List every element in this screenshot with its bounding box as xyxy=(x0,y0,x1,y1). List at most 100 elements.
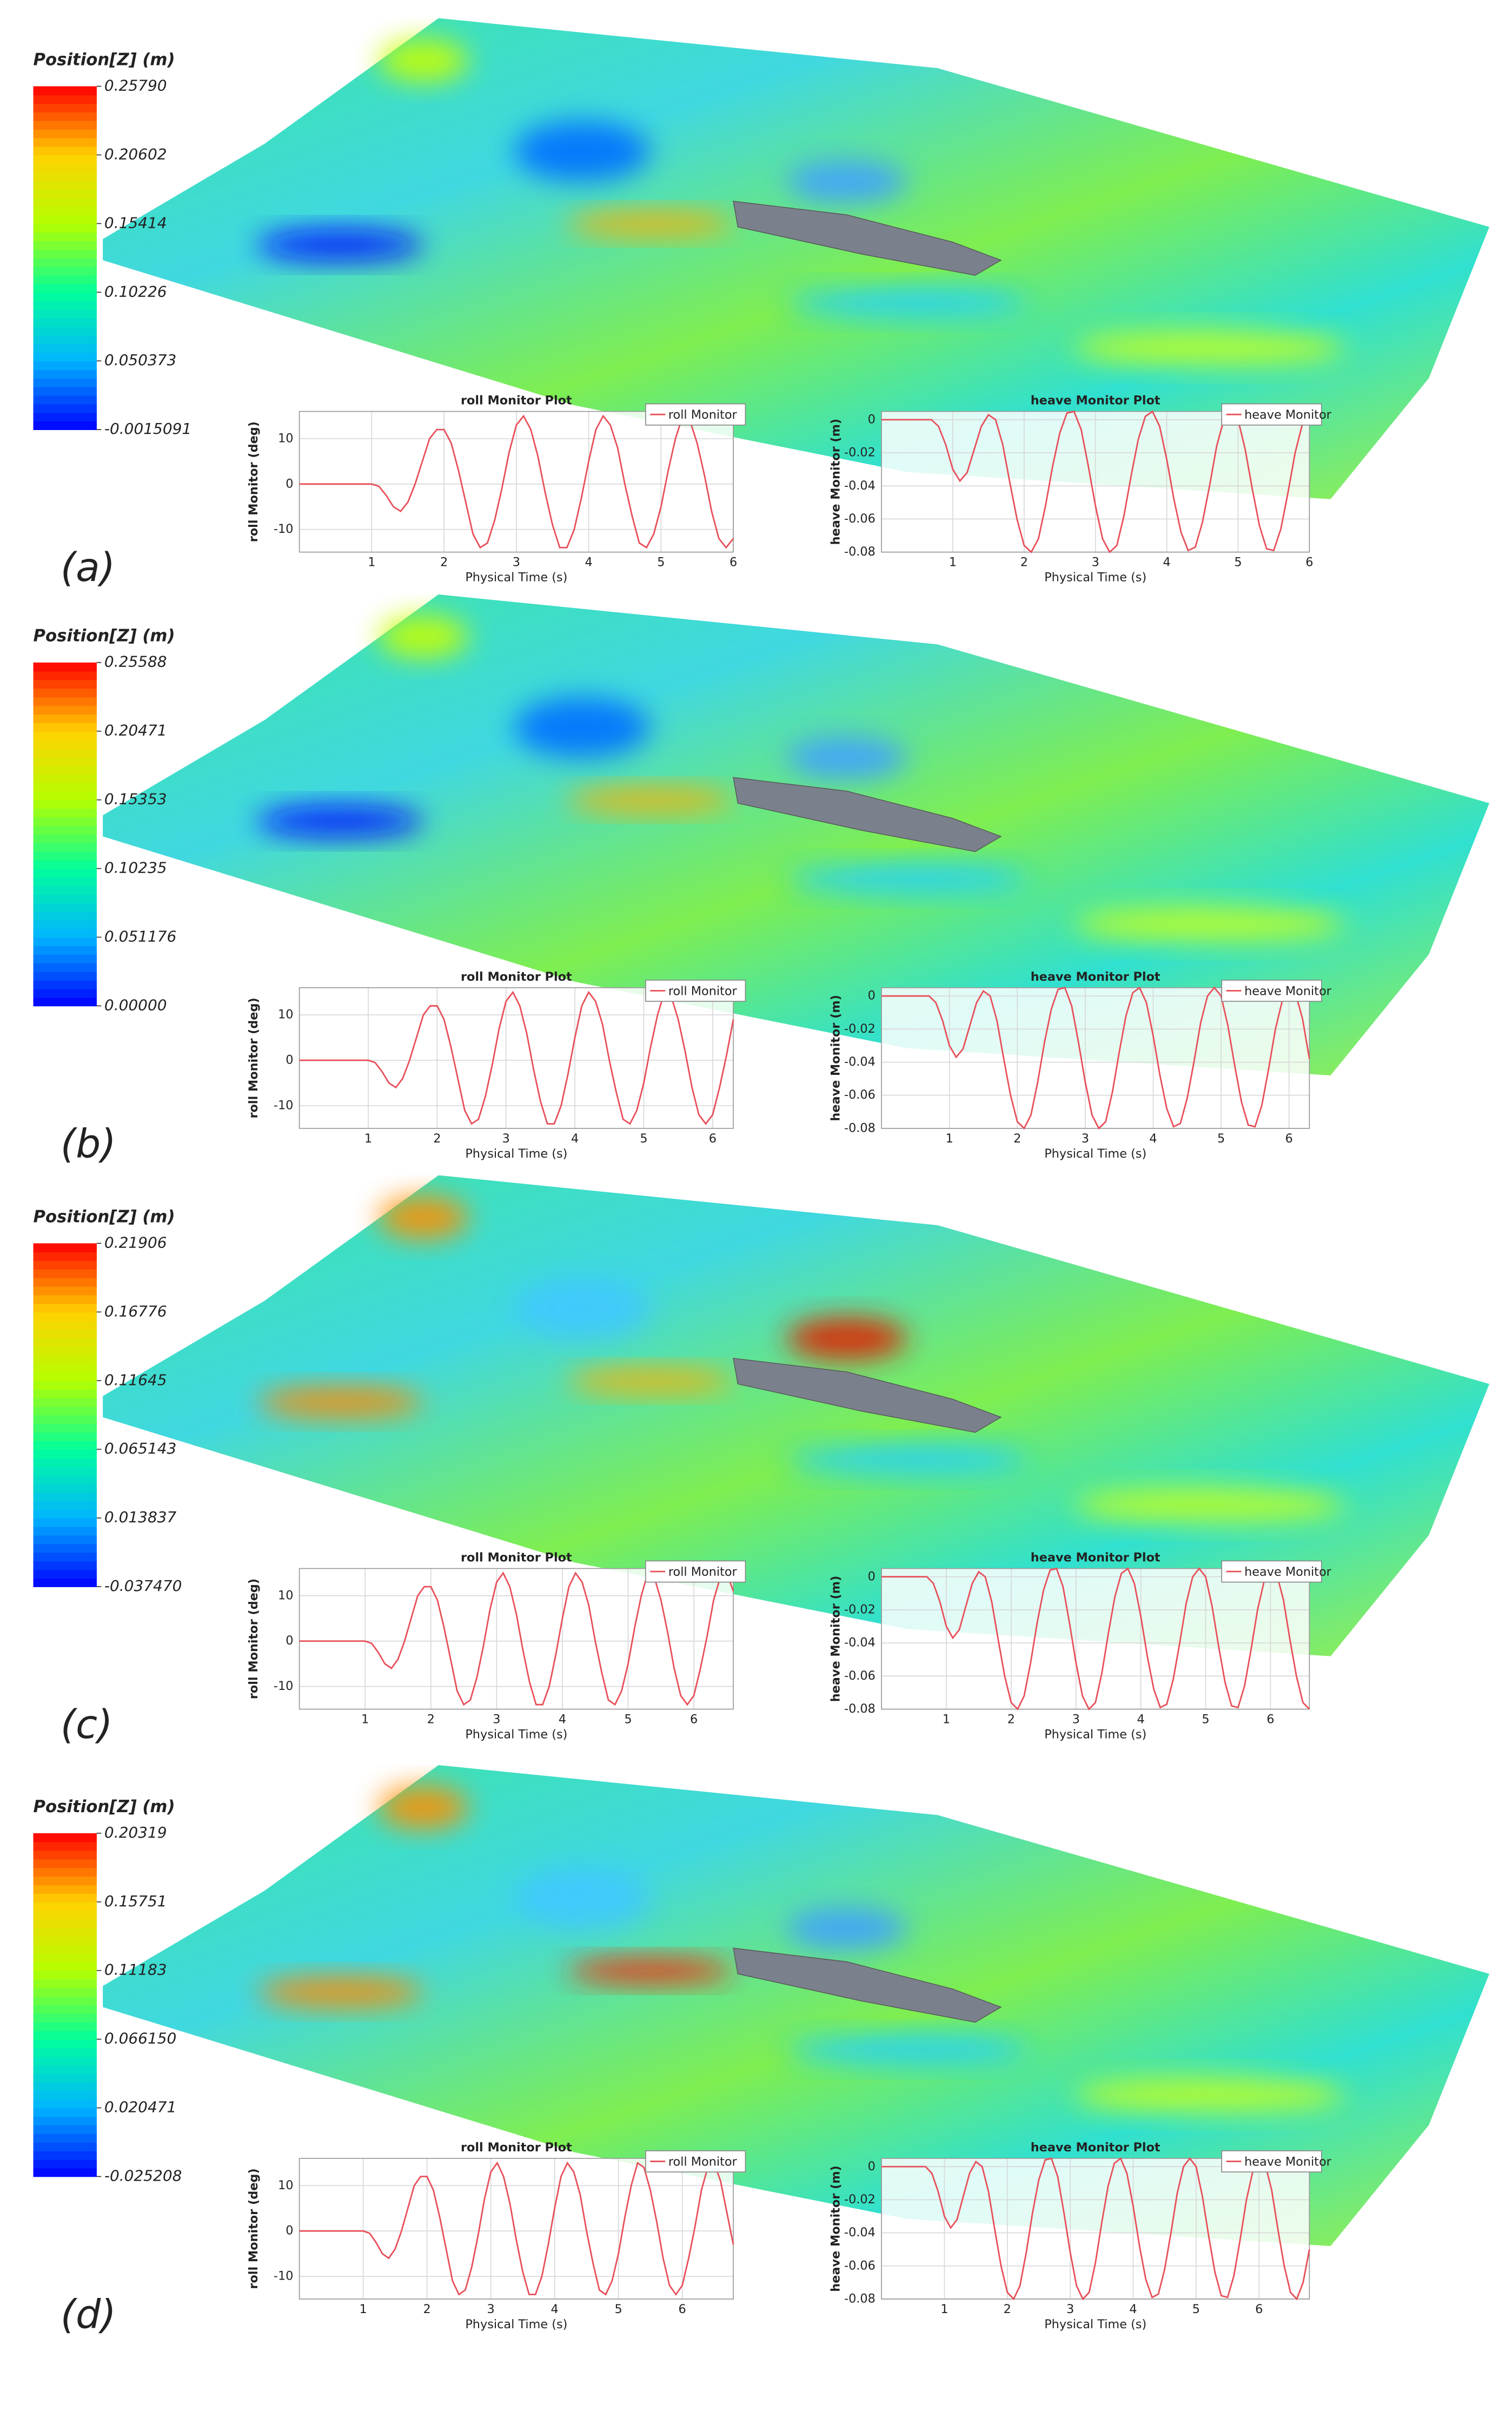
x-axis-label: Physical Time (s) xyxy=(1044,571,1146,585)
legend-label: roll Monitor xyxy=(668,984,738,998)
surface-feature xyxy=(378,39,469,82)
y-tick-label: 0 xyxy=(286,1053,293,1067)
plot-area xyxy=(881,1568,1310,1709)
colorbar-band xyxy=(33,103,97,113)
colorbar-band xyxy=(33,1569,97,1579)
y-tick-label: -0.08 xyxy=(844,1702,876,1716)
colorbar-band xyxy=(33,155,97,164)
colorbar-band xyxy=(33,671,97,681)
colorbar-band xyxy=(33,808,97,818)
colorbar-band xyxy=(33,1380,97,1390)
colorbar-band xyxy=(33,2047,97,2057)
colorbar-band xyxy=(33,920,97,929)
surface xyxy=(103,18,1490,499)
y-tick-label: -0.02 xyxy=(844,1603,876,1617)
colorbar-band xyxy=(33,868,97,878)
plot-title: heave Monitor Plot xyxy=(1031,394,1160,408)
y-tick-label: 0 xyxy=(868,2159,876,2174)
colorbar-band xyxy=(33,283,97,293)
colorbar-band xyxy=(33,95,97,104)
surface-feature xyxy=(786,287,1029,318)
y-tick-label: -10 xyxy=(274,2269,294,2283)
x-tick-label: 3 xyxy=(1072,1713,1080,1727)
colorbar-tick-label: 0.15414 xyxy=(104,214,167,232)
y-tick-label: -0.04 xyxy=(844,1636,876,1650)
colorbar-band xyxy=(33,1337,97,1347)
surface-feature xyxy=(514,1278,651,1339)
surface-feature xyxy=(514,121,651,182)
x-axis-label: Physical Time (s) xyxy=(1044,1147,1146,1161)
colorbar-band xyxy=(33,1303,97,1313)
colorbar-band xyxy=(33,1987,97,1997)
x-tick-label: 1 xyxy=(364,1132,372,1146)
colorbar-band xyxy=(33,842,97,852)
colorbar-band xyxy=(33,2039,97,2049)
colorbar-tick-label: 0.16776 xyxy=(104,1302,167,1320)
colorbar-band xyxy=(33,782,97,792)
colorbar-band xyxy=(33,1363,97,1373)
colorbar-tick-label: 0.066150 xyxy=(104,2030,176,2047)
surface-feature xyxy=(257,1387,423,1417)
surface-feature xyxy=(786,2034,1029,2065)
surface-feature xyxy=(1073,1487,1346,1523)
colorbar-band xyxy=(33,2116,97,2126)
colorbar-band xyxy=(33,137,97,147)
colorbar-band xyxy=(33,1859,97,1868)
x-tick-label: 5 xyxy=(615,2302,622,2316)
plot-frame xyxy=(881,411,1310,553)
colorbar-band xyxy=(33,1286,97,1296)
data-line xyxy=(299,1571,734,1706)
y-tick-label: 10 xyxy=(278,431,293,445)
colorbar-band xyxy=(33,129,97,138)
colorbar-tick-label: 0.25588 xyxy=(104,653,167,671)
data-line xyxy=(881,1567,1310,1710)
x-tick-label: 4 xyxy=(559,1713,566,1727)
colorbar-band xyxy=(33,1294,97,1304)
colorbar-band xyxy=(33,877,97,887)
colorbar-band xyxy=(33,2159,97,2169)
colorbar-title: Position[Z] (m) xyxy=(34,1207,175,1226)
plot-frame xyxy=(299,2158,734,2300)
wave-surface xyxy=(103,18,1490,499)
colorbar-band xyxy=(33,2099,97,2109)
plot-area xyxy=(299,2158,734,2300)
legend-label: heave Monitor xyxy=(1244,408,1332,422)
colorbar-band xyxy=(33,1850,97,1860)
x-axis-label: Physical Time (s) xyxy=(465,1728,567,1742)
colorbar-band xyxy=(33,369,97,379)
plot-title: heave Monitor Plot xyxy=(1031,1550,1160,1564)
x-tick-label: 2 xyxy=(440,556,448,570)
plot-frame xyxy=(881,1568,1310,1710)
colorbar-band xyxy=(33,697,97,706)
x-tick-label: 3 xyxy=(1092,556,1099,570)
colorbar-band xyxy=(33,361,97,370)
y-tick-label: -0.02 xyxy=(844,1022,876,1036)
colorbar-band xyxy=(33,241,97,250)
colorbar-band xyxy=(33,275,97,285)
colorbar-band xyxy=(33,748,97,758)
surface-feature xyxy=(786,863,1029,894)
surface xyxy=(103,1175,1490,1656)
colorbar-band xyxy=(33,1406,97,1416)
colorbar-band xyxy=(33,1389,97,1398)
x-tick-label: 6 xyxy=(679,2302,686,2316)
colorbar-band xyxy=(33,344,97,353)
colorbar-tick-label: 0.10235 xyxy=(104,859,167,877)
colorbar-band xyxy=(33,378,97,387)
colorbar-band xyxy=(33,1441,97,1450)
y-tick-label: -0.06 xyxy=(844,512,876,526)
colorbar-band xyxy=(33,146,97,156)
colorbar-band xyxy=(33,1578,97,1587)
legend-box xyxy=(645,403,746,426)
x-tick-label: 4 xyxy=(585,556,592,570)
x-tick-label: 1 xyxy=(368,556,375,570)
colorbar-band xyxy=(33,223,97,233)
colorbar-tick-label: 0.10226 xyxy=(104,282,167,300)
colorbar-band xyxy=(33,1432,97,1442)
colorbar-band xyxy=(33,1449,97,1458)
surface-feature xyxy=(786,1444,1029,1475)
y-tick-label: -0.06 xyxy=(844,2258,876,2273)
wave-surface xyxy=(103,1175,1490,1656)
colorbar-band xyxy=(33,1466,97,1476)
